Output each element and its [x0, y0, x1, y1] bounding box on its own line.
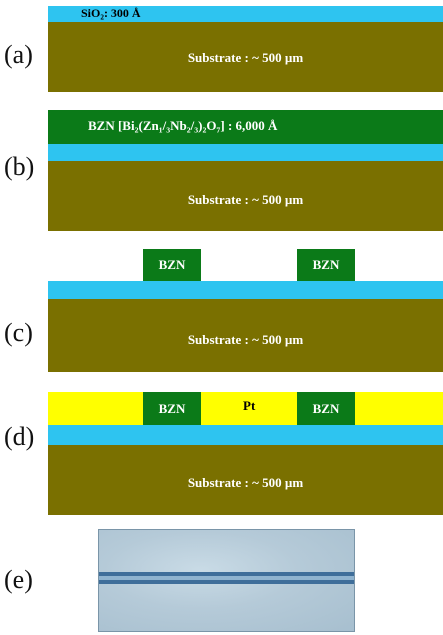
panel-d-label: (d) [4, 422, 35, 451]
pt-label: Pt [243, 398, 256, 413]
bzn-film-layer: BZN [Bi₂(Zn₁/₃Nb₂/₃)₂O₇] : 6,000 Å [48, 110, 443, 144]
bzn-film-label: BZN [Bi₂(Zn₁/₃Nb₂/₃)₂O₇] : 6,000 Å [88, 118, 278, 133]
panel-a-label: (a) [4, 40, 33, 69]
bzn-block-left: BZN [143, 392, 201, 425]
substrate-label: Substrate : ~ 500 µm [187, 50, 304, 65]
bzn-block-left: BZN [143, 249, 201, 281]
micrograph-image [98, 529, 355, 632]
bzn-block-label: BZN [158, 257, 186, 272]
panel-b-label: (b) [4, 152, 35, 181]
micrograph-stripe [99, 580, 354, 584]
pt-layer: Pt [48, 392, 443, 425]
sio2-label: SiO₂: 300 Å [81, 6, 141, 20]
sio2-layer [48, 281, 443, 299]
bzn-block-label: BZN [312, 401, 340, 416]
bzn-block-right: BZN [297, 249, 355, 281]
bzn-block-right: BZN [297, 392, 355, 425]
substrate-layer: Substrate : ~ 500 µm [48, 161, 443, 231]
sio2-layer [48, 425, 443, 445]
substrate-label: Substrate : ~ 500 µm [187, 192, 304, 207]
substrate-layer: Substrate : ~ 500 µm [48, 445, 443, 515]
bzn-block-label: BZN [312, 257, 340, 272]
micrograph-stripe [99, 576, 354, 580]
sio2-layer [48, 144, 443, 161]
substrate-label: Substrate : ~ 500 µm [187, 475, 304, 490]
substrate-label: Substrate : ~ 500 µm [187, 332, 304, 347]
panel-e-label: (e) [4, 565, 33, 594]
sio2-layer: SiO₂: 300 Å [48, 6, 443, 22]
substrate-layer: Substrate : ~ 500 µm [48, 299, 443, 372]
bzn-block-label: BZN [158, 401, 186, 416]
panel-c-label: (c) [4, 318, 33, 347]
substrate-layer: Substrate : ~ 500 µm [48, 22, 443, 92]
micrograph-stripe [99, 572, 354, 576]
